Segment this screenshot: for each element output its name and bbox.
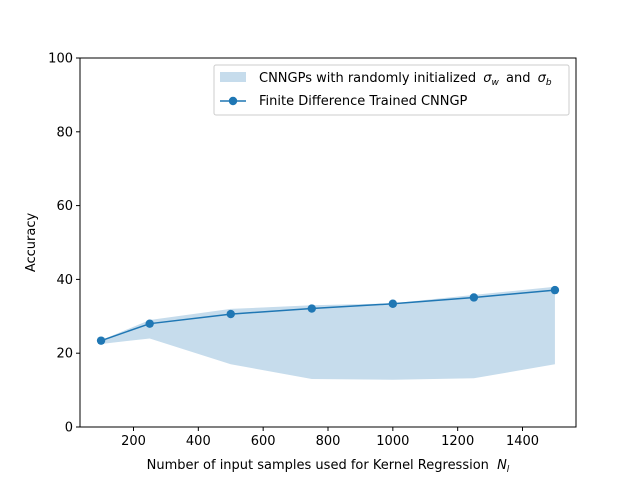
plot-area: [96, 285, 560, 380]
legend-band-symbol-1: σ: [483, 71, 492, 86]
legend-band-prefix: CNNGPs with randomly initialized: [259, 71, 476, 86]
y-tick-label: 20: [56, 347, 73, 362]
legend-box: [213, 64, 570, 116]
x-tick-label: 1000: [376, 434, 409, 449]
legend: CNNGPs with randomly initialized σw and …: [213, 64, 570, 116]
axes-frame: [79, 57, 577, 428]
legend-band-sub-1: w: [492, 78, 500, 88]
y-axis-label: Accuracy: [24, 213, 39, 273]
legend-series-label: Finite Difference Trained CNNGP: [259, 94, 468, 109]
data-point: [96, 336, 106, 345]
y-tick-label: 0: [65, 421, 73, 436]
x-axis-label: Number of input samples used for Kernel …: [147, 458, 510, 475]
x-axis-ticks: 200 400 600 800 1000 1200 1400: [121, 427, 539, 449]
x-tick-label: 400: [186, 434, 211, 449]
data-point: [550, 285, 560, 295]
y-tick-label: 40: [56, 273, 73, 288]
data-point: [469, 293, 479, 302]
y-tick-label: 60: [56, 199, 73, 214]
x-tick-label: 1400: [506, 434, 539, 449]
legend-band-symbol-2: σ: [538, 71, 547, 86]
x-axis-label-text: Number of input samples used for Kernel …: [147, 458, 489, 473]
x-axis-label-subscript: l: [507, 465, 510, 475]
legend-series-marker: [228, 96, 238, 106]
legend-band-swatch: [220, 72, 246, 82]
y-axis-ticks: 0 20 40 60 80 100: [48, 52, 80, 436]
y-tick-label: 80: [56, 125, 73, 140]
data-point: [145, 319, 154, 328]
legend-band-sub-2: b: [546, 78, 552, 88]
data-point: [226, 309, 235, 319]
band-area: [101, 286, 555, 380]
x-tick-label: 1200: [441, 434, 474, 449]
legend-band-and: and: [506, 71, 530, 86]
x-axis-label-symbol: N: [497, 458, 507, 473]
data-point: [388, 299, 398, 308]
data-point: [307, 304, 316, 313]
x-tick-label: 600: [251, 434, 276, 449]
y-tick-label: 100: [48, 52, 73, 67]
x-tick-label: 800: [316, 434, 341, 449]
legend-band-label: CNNGPs with randomly initialized σw and …: [259, 71, 552, 89]
x-tick-label: 200: [121, 434, 146, 449]
